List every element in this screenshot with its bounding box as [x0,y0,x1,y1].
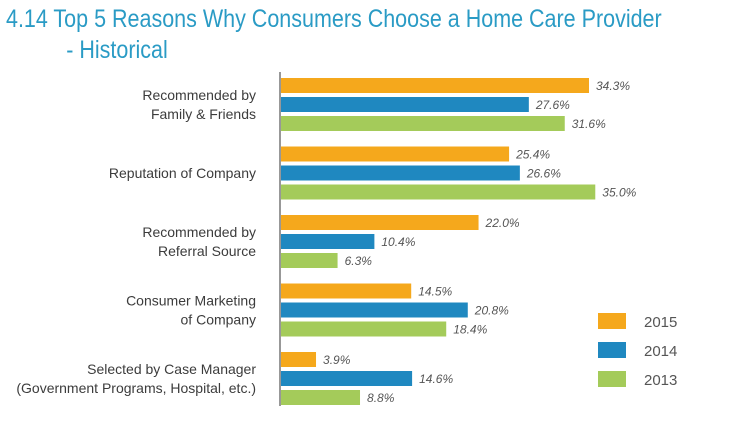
bar-2013 [281,116,565,131]
category-label: Recommended by [142,87,256,103]
category-label: Family & Friends [151,106,256,122]
legend-label-2013: 2013 [644,372,677,389]
bar-2015 [281,215,479,230]
bar-2014 [281,371,413,386]
value-label-2014: 27.6% [535,98,570,112]
bar-2013 [281,184,596,200]
bar-2013 [281,253,338,268]
value-label-2015: 14.5% [418,285,452,299]
category-label: of Company [181,312,256,328]
category-label: (Government Programs, Hospital, etc.) [16,380,256,396]
category-label: Consumer Marketing [126,293,256,309]
value-label-2013: 18.4% [453,323,487,337]
legend-swatch-2014 [598,342,626,358]
value-label-2013: 6.3% [345,254,373,268]
value-label-2013: 35.0% [602,186,636,200]
value-label-2014: 20.8% [474,304,509,318]
value-label-2015: 3.9% [323,353,351,367]
legend-label-2015: 2015 [644,314,677,331]
bar-2015 [281,78,589,93]
chart-title-line-1: 4.14 Top 5 Reasons Why Consumers Choose … [6,5,662,33]
chart-title-line-2: - Historical [66,36,168,64]
value-label-2015: 34.3% [596,79,630,93]
bar-2015 [281,283,412,299]
category-label: Referral Source [158,243,256,259]
bar-2014 [281,234,375,249]
value-label-2013: 31.6% [572,117,606,131]
value-label-2014: 14.6% [419,372,453,386]
bar-2014 [281,97,529,112]
chart-title: 4.14 Top 5 Reasons Why Consumers Choose … [6,4,662,66]
value-label-2013: 8.8% [367,391,395,405]
legend-swatch-2013 [598,371,626,387]
bar-2015 [281,352,317,367]
bar-2014 [281,165,520,181]
legend-label-2014: 2014 [644,343,677,360]
legend-swatch-2015 [598,313,626,329]
bar-2013 [281,390,361,405]
bar-2014 [281,302,468,318]
value-label-2014: 10.4% [381,235,415,249]
value-label-2014: 26.6% [526,167,561,181]
bar-2013 [281,321,447,337]
bar-2015 [281,146,510,162]
category-label: Selected by Case Manager [87,361,256,377]
category-label: Reputation of Company [109,165,256,181]
value-label-2015: 22.0% [485,216,520,230]
value-label-2015: 25.4% [515,148,550,162]
category-label: Recommended by [142,224,256,240]
